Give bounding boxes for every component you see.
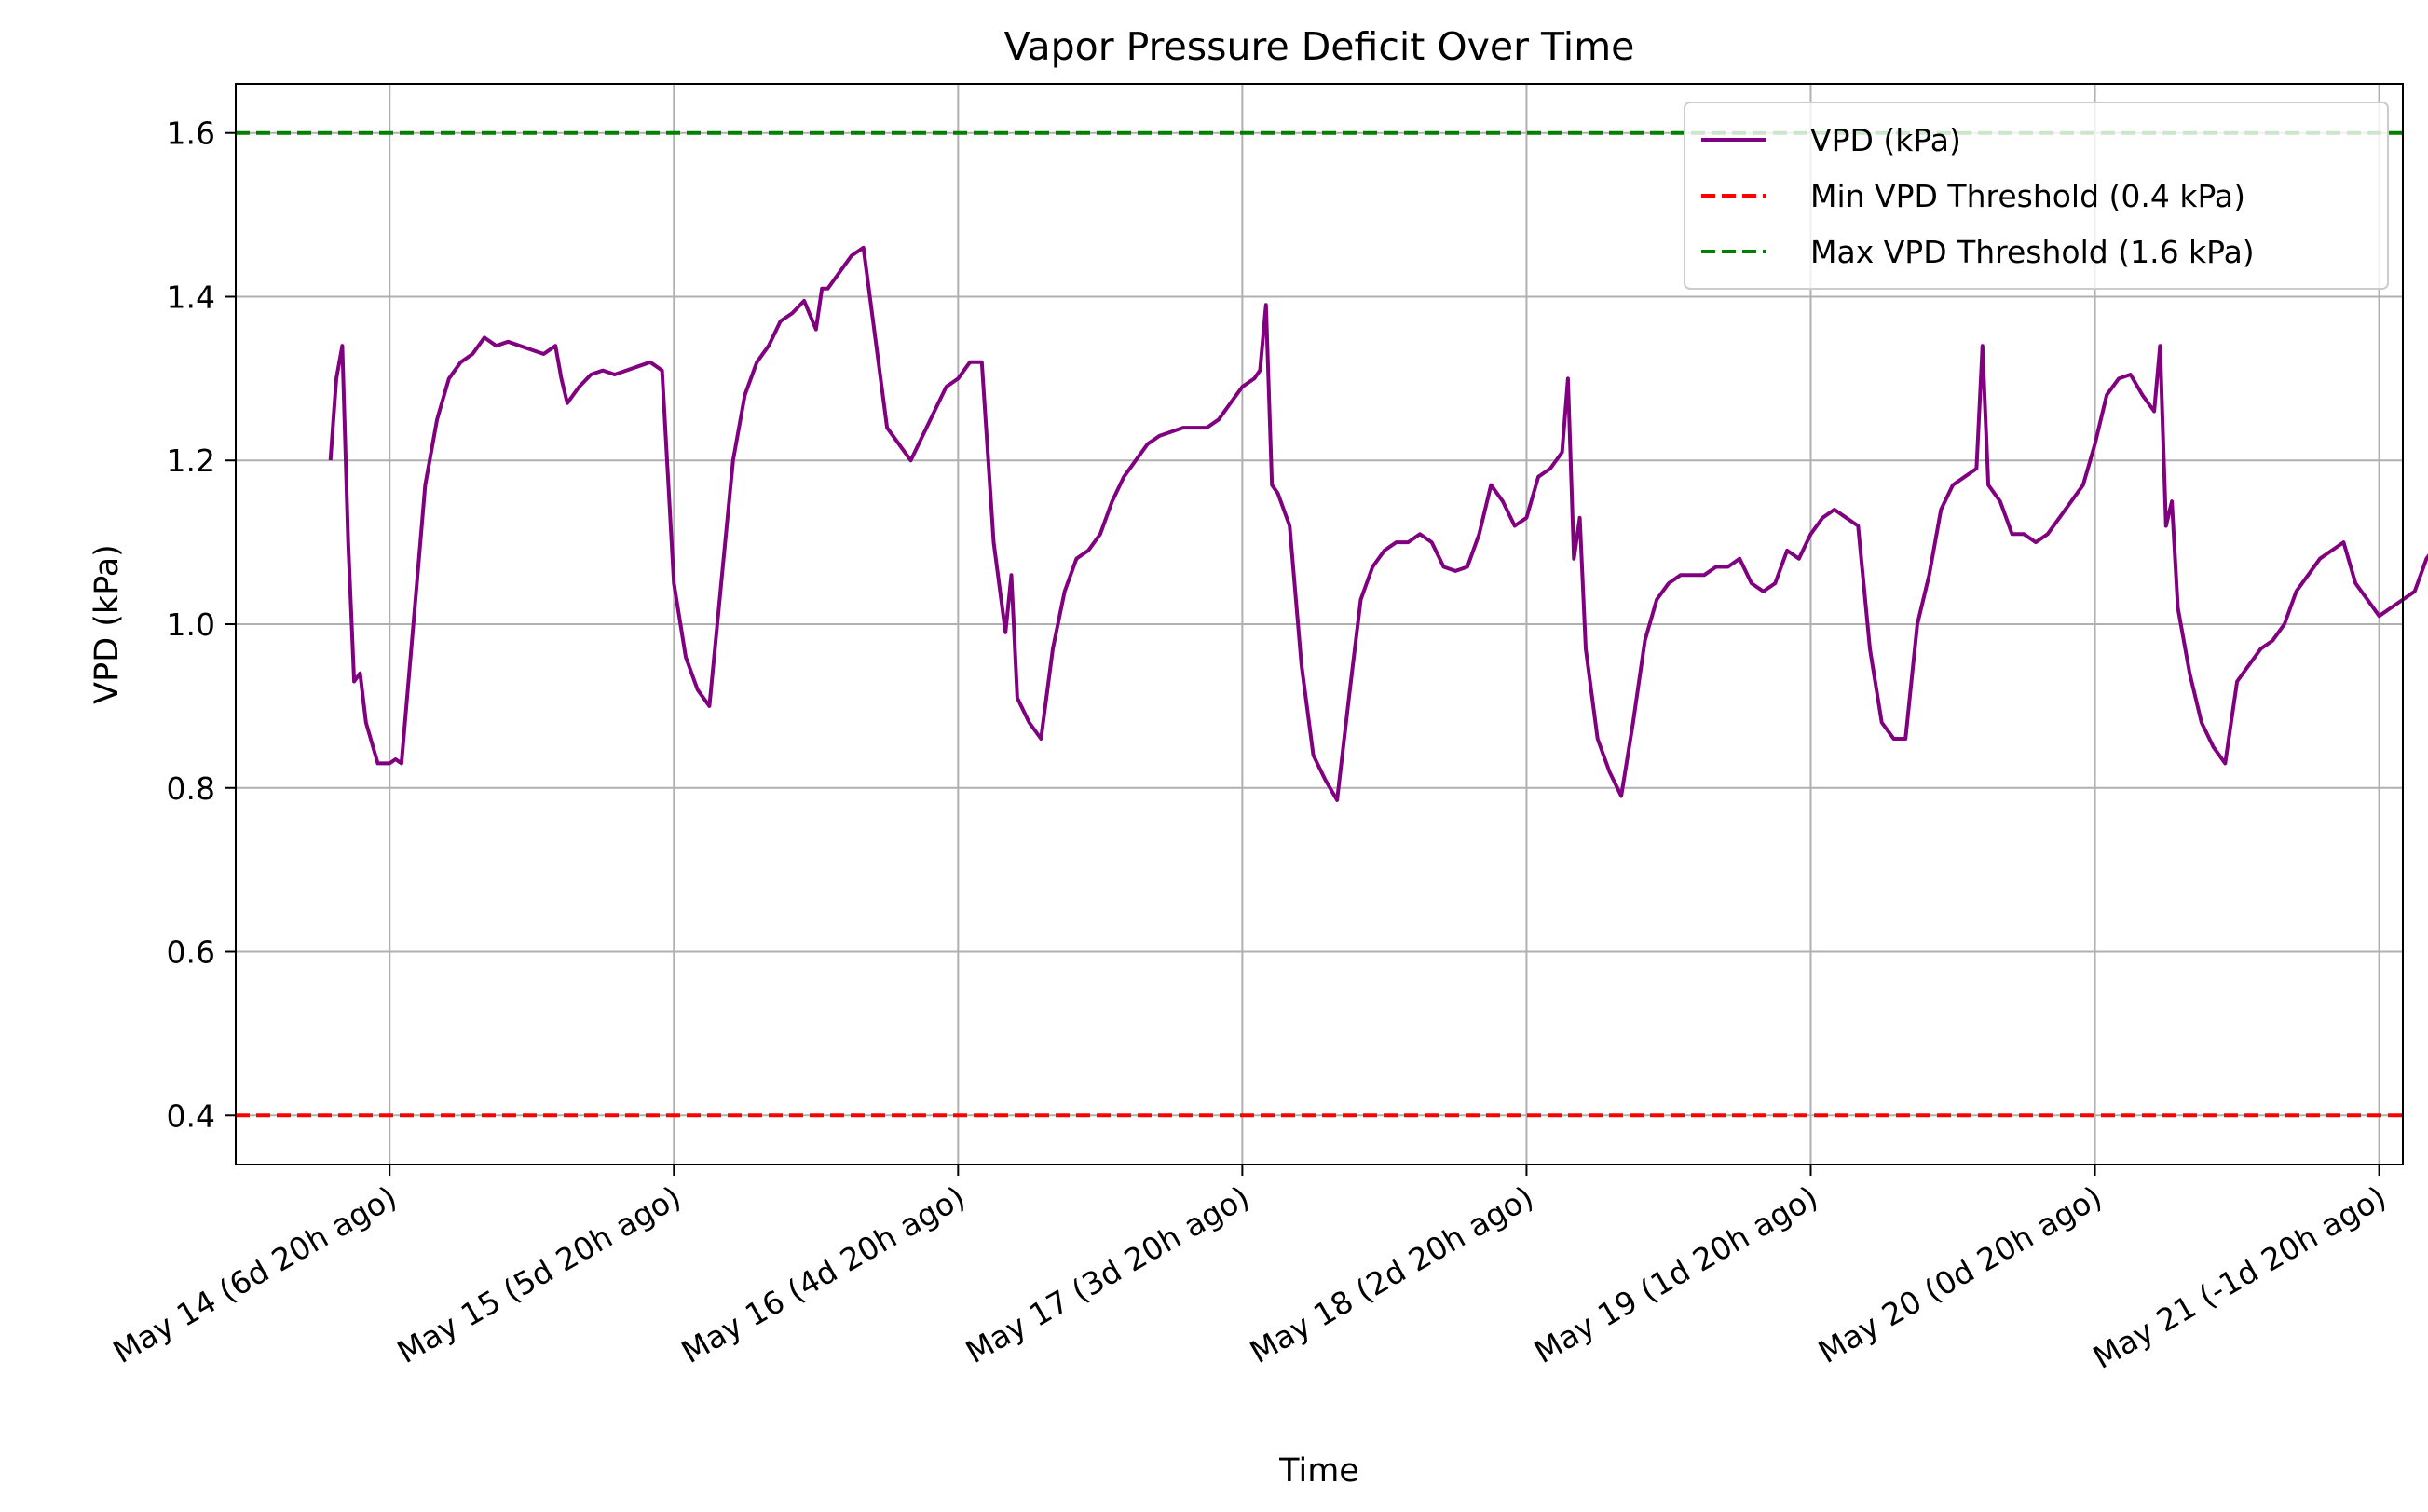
series-layer	[328, 245, 2428, 802]
y-tick-label: 0.4	[167, 1097, 215, 1134]
x-tick-label: May 16 (4d 20h ago)	[675, 1178, 972, 1370]
x-tick-label: May 21 (-1d 20h ago)	[2087, 1178, 2393, 1376]
x-tick-label: May 17 (3d 20h ago)	[960, 1178, 1256, 1370]
x-tick-label: May 14 (6d 20h ago)	[107, 1178, 403, 1370]
legend: VPD (kPa) Min VPD Threshold (0.4 kPa) Max …	[1684, 102, 2389, 290]
y-tick-label: 1.0	[167, 606, 215, 643]
x-axis-label: Time	[1278, 1452, 1359, 1490]
legend-label: Min VPD Threshold (0.4 kPa)	[1810, 178, 2245, 214]
x-tick-label: May 20 (0d 20h ago)	[1812, 1178, 2108, 1370]
y-axis: 0.4 0.6 0.8 1.0 1.2 1.4 1.6	[167, 116, 236, 1134]
legend-label: Max VPD Threshold (1.6 kPa)	[1810, 234, 2255, 270]
y-axis-label: VPD (kPa)	[89, 544, 126, 704]
vpd-series-line	[328, 245, 2428, 802]
x-axis: May 14 (6d 20h ago)May 15 (5d 20h ago)Ma…	[107, 1165, 2393, 1376]
legend-box	[1684, 102, 2389, 290]
x-tick-label: May 18 (2d 20h ago)	[1244, 1178, 1540, 1370]
y-tick-label: 0.8	[167, 770, 215, 807]
y-tick-label: 1.6	[167, 116, 215, 152]
chart-title: Vapor Pressure Deficit Over Time	[1004, 24, 1635, 69]
x-tick-label: May 15 (5d 20h ago)	[391, 1178, 688, 1370]
y-tick-label: 0.6	[167, 934, 215, 971]
legend-label: VPD (kPa)	[1810, 122, 1961, 158]
x-tick-label: May 19 (1d 20h ago)	[1528, 1178, 1824, 1370]
y-tick-label: 1.2	[167, 443, 215, 479]
y-tick-label: 1.4	[167, 279, 215, 315]
